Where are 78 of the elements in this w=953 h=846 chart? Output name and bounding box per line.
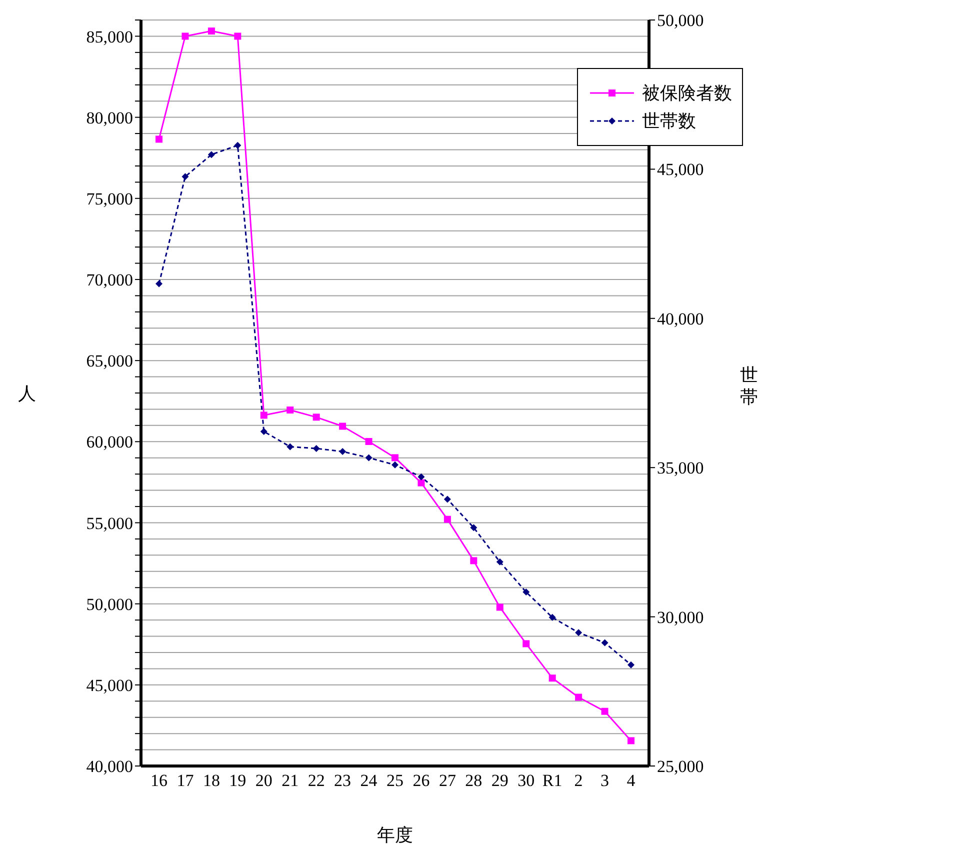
y-tick-label: 75,000 xyxy=(86,189,133,208)
point xyxy=(575,694,582,701)
point xyxy=(548,674,556,682)
point xyxy=(470,524,478,532)
point xyxy=(156,280,162,288)
point xyxy=(182,32,189,40)
x-tick-label: 29 xyxy=(491,771,508,790)
point xyxy=(365,454,372,462)
x-tick-label: 24 xyxy=(360,771,378,790)
x-tick-label: 28 xyxy=(465,771,482,790)
x-tick-label: R1 xyxy=(542,771,562,790)
point xyxy=(418,473,425,480)
x-tick-label: 27 xyxy=(438,771,456,790)
point xyxy=(601,639,608,646)
x-tick-label: 21 xyxy=(282,771,299,790)
legend-label: 被保険者数 xyxy=(642,82,732,105)
x-tick-label: 23 xyxy=(334,771,352,790)
point xyxy=(522,588,530,596)
point xyxy=(260,428,268,435)
point xyxy=(208,151,215,158)
point xyxy=(392,454,398,462)
y2-tick-label: 45,000 xyxy=(657,160,704,180)
point xyxy=(601,708,608,715)
point xyxy=(470,557,478,564)
point xyxy=(156,136,162,143)
point xyxy=(548,614,556,621)
point xyxy=(418,479,425,486)
point xyxy=(234,142,242,149)
y-tick-label: 70,000 xyxy=(86,270,133,290)
point xyxy=(628,661,634,668)
x-tick-label: 3 xyxy=(600,771,610,790)
x-tick-label: 2 xyxy=(574,771,583,790)
point xyxy=(286,406,294,414)
point xyxy=(444,496,451,503)
point xyxy=(496,558,504,566)
point xyxy=(286,443,294,450)
y2-tick-label: 40,000 xyxy=(657,309,704,328)
x-tick-label: 25 xyxy=(386,771,404,790)
y2-tick-label: 50,000 xyxy=(657,11,704,30)
x-tick-label: 22 xyxy=(308,771,325,790)
y-tick-label: 65,000 xyxy=(86,352,133,371)
y-tick-label: 60,000 xyxy=(86,432,133,452)
point xyxy=(339,422,346,430)
x-tick-label: 20 xyxy=(255,771,272,790)
x-tick-label: 16 xyxy=(150,771,168,790)
x-tick-label: 4 xyxy=(626,771,636,790)
y-tick-label: 45,000 xyxy=(86,676,133,695)
point xyxy=(260,412,268,419)
x-axis-title: 年度 xyxy=(377,825,413,845)
point xyxy=(365,438,372,445)
y-tick-label: 50,000 xyxy=(86,594,133,614)
point xyxy=(339,448,346,455)
y2-axis-title: 世帯 xyxy=(740,365,758,407)
point xyxy=(182,173,189,180)
x-tick-label: 18 xyxy=(202,771,220,790)
y2-tick-label: 30,000 xyxy=(657,608,704,627)
point xyxy=(234,32,242,40)
y2-tick-label: 25,000 xyxy=(657,757,704,776)
point xyxy=(496,604,504,611)
x-tick-label: 19 xyxy=(229,771,246,790)
x-tick-label: 30 xyxy=(518,771,535,790)
point xyxy=(444,516,451,523)
point xyxy=(575,629,582,636)
point xyxy=(312,414,320,421)
x-tick-label: 26 xyxy=(412,771,430,790)
y-tick-label: 85,000 xyxy=(86,27,133,46)
point xyxy=(628,737,634,744)
point xyxy=(312,445,320,452)
y-axis-title: 人 xyxy=(18,383,36,404)
legend-label: 世帯数 xyxy=(642,110,696,133)
x-tick-label: 17 xyxy=(176,771,194,790)
y2-tick-label: 35,000 xyxy=(657,458,704,478)
point xyxy=(392,461,398,468)
point xyxy=(522,640,530,648)
y-tick-label: 40,000 xyxy=(86,757,133,776)
y-tick-label: 80,000 xyxy=(86,108,133,128)
point xyxy=(208,28,215,35)
y-tick-label: 55,000 xyxy=(86,514,133,533)
